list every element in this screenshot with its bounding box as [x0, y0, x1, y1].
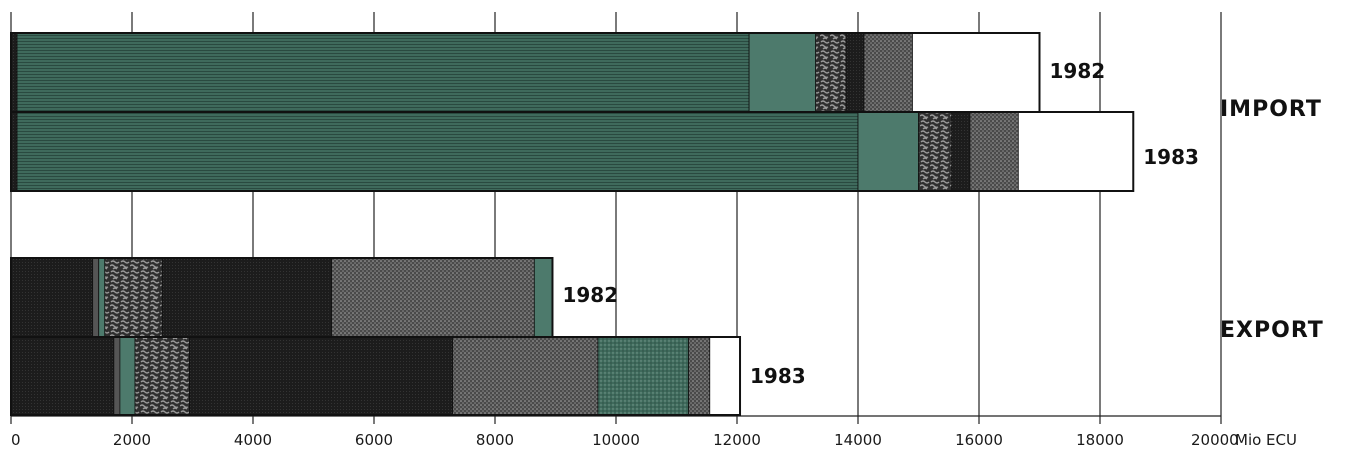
bar-segment-import-1982-5 — [863, 32, 913, 113]
bar-segment-export-1982-3 — [104, 257, 163, 338]
x-tick-label-8000: 8000 — [476, 431, 514, 449]
unit-label: Mio ECU — [1235, 431, 1297, 449]
year-label-export-1983: 1983 — [750, 364, 806, 388]
bar-segment-import-1983-6 — [1017, 111, 1134, 192]
bar-segment-export-1983-6 — [597, 336, 689, 416]
bar-segment-export-1983-1 — [113, 336, 121, 416]
bar-outline-import-1983 — [10, 111, 1135, 192]
x-tick-label-10000: 10000 — [592, 431, 640, 449]
bar-segment-import-1983-1 — [16, 111, 859, 192]
bar-segment-export-1982-2 — [98, 257, 106, 338]
x-tick-label-12000: 12000 — [713, 431, 761, 449]
bar-segment-import-1982-1 — [16, 32, 750, 113]
year-label-export-1982: 1982 — [562, 283, 618, 307]
bar-segment-export-1982-6 — [533, 257, 553, 338]
x-tick-label-0: 0 — [11, 431, 21, 449]
bar-segment-import-1983-2 — [857, 111, 919, 192]
bar-segment-export-1983-4 — [189, 336, 454, 416]
bar-segment-import-1982-6 — [912, 32, 1040, 113]
group-label-export: EXPORT — [1220, 318, 1324, 343]
bar-segment-export-1983-5 — [452, 336, 599, 416]
bar-segment-export-1983-3 — [134, 336, 190, 416]
bar-segment-export-1983-2 — [119, 336, 136, 416]
bar-segment-export-1982-4 — [161, 257, 333, 338]
x-tick-label-20000: 20000 — [1191, 431, 1239, 449]
labels: 0 2000 4000 6000 8000 10000 12000 14000 16000 180… — [11, 59, 1324, 449]
bar-outline-export-1983 — [10, 336, 742, 416]
x-tick-label-4000: 4000 — [234, 431, 272, 449]
bar-segment-import-1982-4 — [845, 32, 865, 113]
x-tick-label-18000: 18000 — [1076, 431, 1124, 449]
year-label-import-1982: 1982 — [1050, 59, 1106, 83]
bar-segment-import-1982-2 — [748, 32, 817, 113]
bar-segment-export-1982-0 — [10, 257, 94, 338]
bar-segment-export-1983-8 — [709, 336, 741, 416]
bar-segment-import-1982-3 — [815, 32, 847, 113]
x-tick-label-16000: 16000 — [955, 431, 1003, 449]
bar-segment-import-1983-5 — [969, 111, 1019, 192]
group-label-import: IMPORT — [1220, 97, 1322, 122]
bar-segment-export-1983-0 — [10, 336, 115, 416]
bar-segment-import-1983-4 — [951, 111, 971, 192]
bar-segment-export-1983-7 — [688, 336, 711, 416]
x-tick-label-2000: 2000 — [113, 431, 151, 449]
year-label-import-1983: 1983 — [1143, 145, 1199, 169]
bar-segment-import-1983-3 — [918, 111, 953, 192]
x-tick-label-6000: 6000 — [355, 431, 393, 449]
bars — [10, 32, 1135, 416]
x-tick-label-14000: 14000 — [834, 431, 882, 449]
bar-segment-export-1982-5 — [331, 257, 535, 338]
bar-segment-export-1982-1 — [92, 257, 100, 338]
